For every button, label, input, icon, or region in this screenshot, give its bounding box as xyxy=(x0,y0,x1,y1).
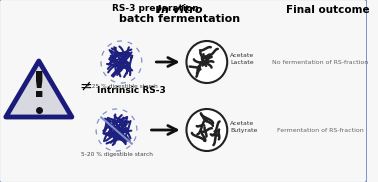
Text: No fermentation of RS-fraction: No fermentation of RS-fraction xyxy=(272,60,369,64)
FancyBboxPatch shape xyxy=(0,0,367,182)
Circle shape xyxy=(186,109,227,151)
Text: In vitro: In vitro xyxy=(157,5,202,15)
Text: !: ! xyxy=(31,70,47,104)
Text: Acetate
Butyrate: Acetate Butyrate xyxy=(230,121,257,133)
Polygon shape xyxy=(6,61,72,117)
Text: Intrinsic RS-3: Intrinsic RS-3 xyxy=(97,86,166,95)
Circle shape xyxy=(186,41,227,83)
Text: Fermentation of RS-fraction: Fermentation of RS-fraction xyxy=(277,128,364,132)
Text: ≠: ≠ xyxy=(79,78,92,94)
Text: Acetate
Lactate: Acetate Lactate xyxy=(230,53,254,65)
Text: RS-3 preparation: RS-3 preparation xyxy=(112,4,198,13)
Text: 5-20 % digestible starch: 5-20 % digestible starch xyxy=(81,152,152,157)
Text: batch fermentation: batch fermentation xyxy=(119,14,240,24)
Text: Final outcome: Final outcome xyxy=(287,5,370,15)
Text: ≥ 25 % digestible starch: ≥ 25 % digestible starch xyxy=(85,84,158,89)
